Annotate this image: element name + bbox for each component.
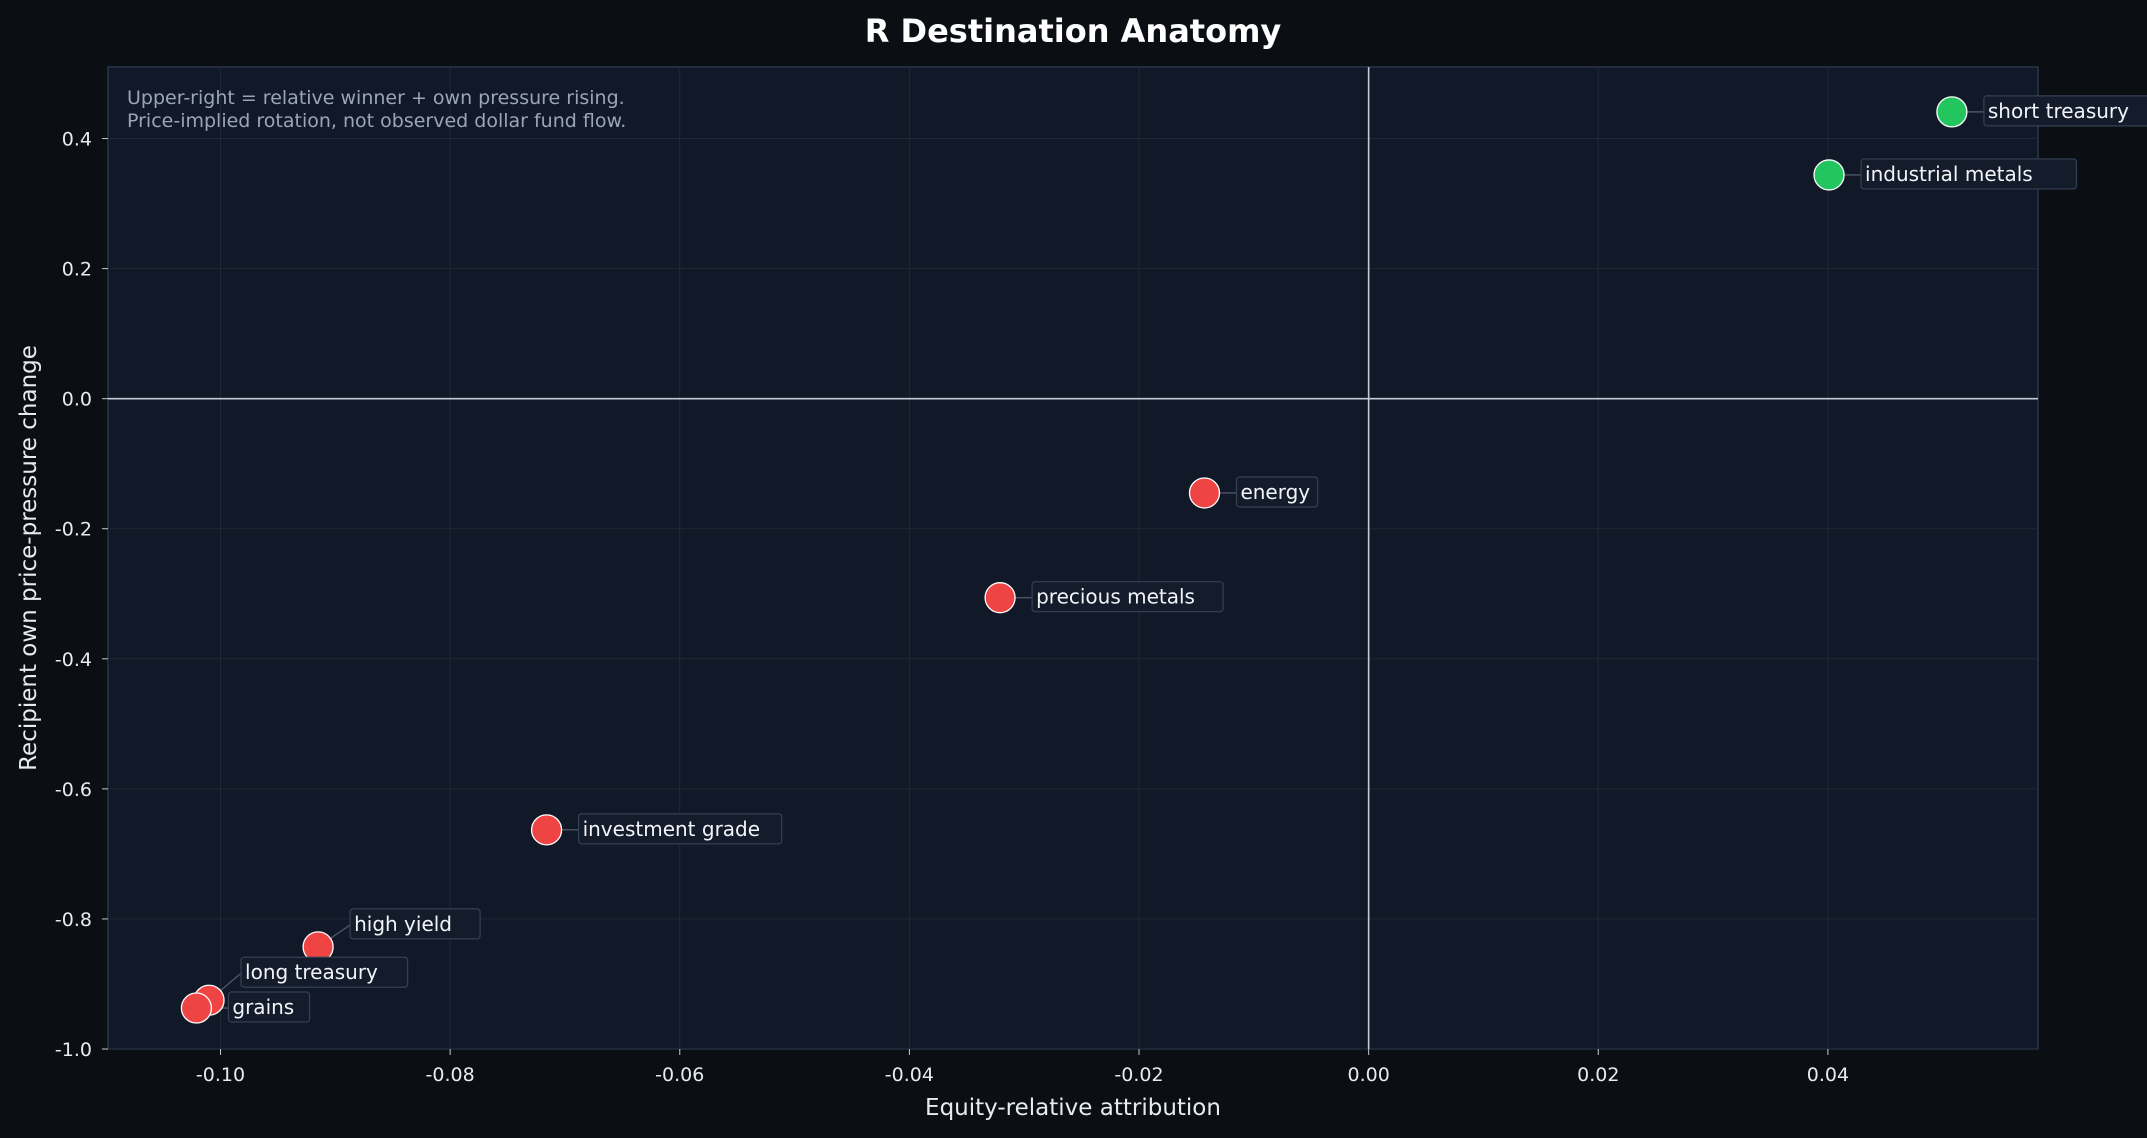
point-label: industrial metals bbox=[1865, 162, 2033, 186]
point-label: energy bbox=[1240, 480, 1310, 504]
point-label-box bbox=[577, 813, 783, 845]
point-label: precious metals bbox=[1036, 585, 1195, 609]
x-axis-ticks: -0.10 -0.08 -0.06 -0.04 -0.02 0.00 0.02 0.04 bbox=[196, 1049, 1849, 1086]
y-tick-label: -0.2 bbox=[55, 519, 92, 541]
point-label: grains bbox=[232, 995, 294, 1019]
zero-lines bbox=[108, 67, 2038, 1049]
point-marker bbox=[984, 582, 1016, 614]
x-tick-label: 0.04 bbox=[1807, 1064, 1849, 1086]
point-label-box bbox=[227, 991, 311, 1023]
point-marker bbox=[180, 992, 213, 1024]
y-tick-label: 0.0 bbox=[62, 389, 92, 411]
y-tick-label: -0.4 bbox=[55, 649, 92, 671]
point-label-box bbox=[1983, 95, 2147, 127]
plot-area bbox=[107, 66, 2039, 1050]
y-tick-label: 0.4 bbox=[62, 129, 92, 151]
point-marker bbox=[530, 814, 563, 846]
x-tick-label: 0.00 bbox=[1347, 1064, 1389, 1086]
x-tick-label: -0.04 bbox=[885, 1064, 934, 1086]
note-line-1: Upper-right = relative winner + own pres… bbox=[127, 87, 625, 109]
y-tick-label: -0.6 bbox=[55, 779, 92, 801]
y-axis-label: Recipient own price-pressure change bbox=[16, 345, 42, 771]
y-axis-ticks: 0.4 0.2 0.0 -0.2 -0.4 -0.6 -0.8 -1.0 bbox=[55, 129, 108, 1061]
point-label-box bbox=[1031, 581, 1224, 613]
x-tick-label: 0.02 bbox=[1577, 1064, 1619, 1086]
point-label-box bbox=[1235, 476, 1319, 508]
y-tick-label: -0.8 bbox=[55, 909, 92, 931]
y-tick-label: 0.2 bbox=[62, 259, 92, 281]
chart-title: R Destination Anatomy bbox=[865, 12, 1282, 50]
x-axis-label: Equity-relative attribution bbox=[925, 1095, 1221, 1121]
x-tick-label: -0.08 bbox=[426, 1064, 475, 1086]
point-label-box bbox=[1860, 158, 2078, 190]
point-label: short treasury bbox=[1988, 99, 2129, 123]
point-label-box bbox=[240, 956, 409, 988]
point-marker bbox=[1813, 159, 1845, 191]
note-line-2: Price-implied rotation, not observed dol… bbox=[127, 110, 626, 132]
y-tick-label: -1.0 bbox=[55, 1039, 92, 1061]
point-label: high yield bbox=[354, 912, 452, 936]
point-marker bbox=[1936, 96, 1968, 128]
x-tick-label: -0.06 bbox=[655, 1064, 704, 1086]
point-marker bbox=[1188, 477, 1221, 509]
data-points: short treasury industrial metals energy pre… bbox=[180, 95, 2147, 1024]
point-label: investment grade bbox=[583, 817, 760, 841]
x-tick-label: -0.02 bbox=[1114, 1064, 1163, 1086]
point-label: long treasury bbox=[245, 960, 378, 984]
x-tick-label: -0.10 bbox=[196, 1064, 245, 1086]
point-label-box bbox=[349, 908, 481, 940]
